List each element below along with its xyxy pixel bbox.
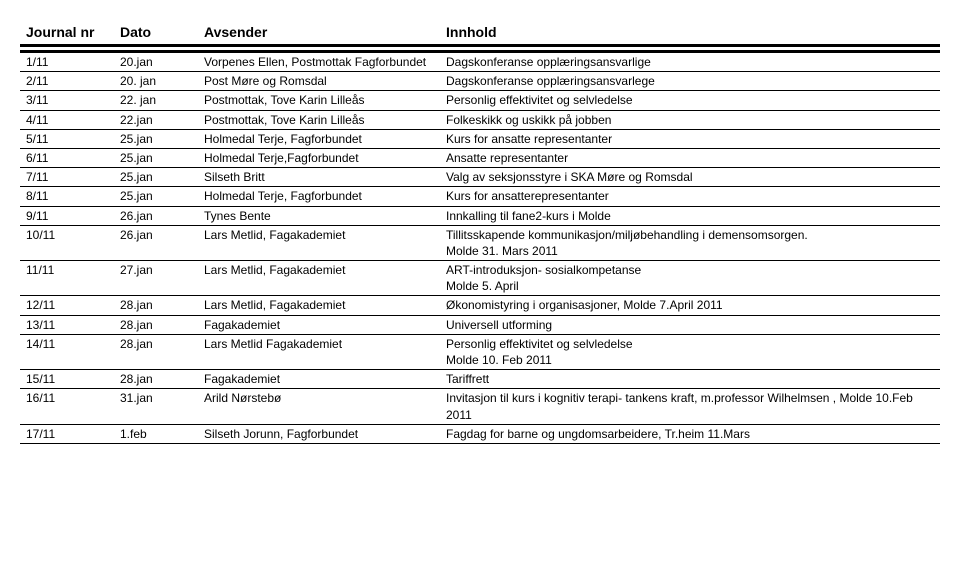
cell-innhold: Fagdag for barne og ungdomsarbeidere, Tr…	[440, 424, 940, 443]
cell-avsender: Holmedal Terje, Fagforbundet	[198, 187, 440, 206]
cell-avsender: Post Møre og Romsdal	[198, 72, 440, 91]
cell-avsender: Arild Nørstebø	[198, 389, 440, 424]
cell-innhold: Personlig effektivitet og selvledelse	[440, 91, 940, 110]
cell-innhold: Innkalling til fane2-kurs i Molde	[440, 206, 940, 225]
cell-innhold: ART-introduksjon- sosialkompetanse Molde…	[440, 261, 940, 296]
cell-journal-nr: 6/11	[20, 148, 114, 167]
cell-avsender: Lars Metlid Fagakademiet	[198, 334, 440, 369]
cell-dato: 27.jan	[114, 261, 198, 296]
cell-avsender: Holmedal Terje, Fagforbundet	[198, 129, 440, 148]
cell-journal-nr: 10/11	[20, 225, 114, 260]
table-row: 10/1126.janLars Metlid, FagakademietTill…	[20, 225, 940, 260]
cell-avsender: Silseth Britt	[198, 168, 440, 187]
table-row: 7/1125.janSilseth BrittValg av seksjonss…	[20, 168, 940, 187]
cell-innhold: Ansatte representanter	[440, 148, 940, 167]
cell-innhold: Dagskonferanse opplæringsansvarlige	[440, 52, 940, 72]
table-row: 2/1120. janPost Møre og RomsdalDagskonfe…	[20, 72, 940, 91]
cell-dato: 25.jan	[114, 168, 198, 187]
table-row: 8/1125.janHolmedal Terje, FagforbundetKu…	[20, 187, 940, 206]
cell-innhold: Kurs for ansatterepresentanter	[440, 187, 940, 206]
cell-dato: 31.jan	[114, 389, 198, 424]
cell-innhold: Tillitsskapende kommunikasjon/miljøbehan…	[440, 225, 940, 260]
table-row: 6/1125.janHolmedal Terje,FagforbundetAns…	[20, 148, 940, 167]
cell-journal-nr: 13/11	[20, 315, 114, 334]
journal-table: Journal nr Dato Avsender Innhold 1/1120.…	[20, 20, 940, 444]
cell-avsender: Lars Metlid, Fagakademiet	[198, 261, 440, 296]
table-row: 4/1122.janPostmottak, Tove Karin Lilleås…	[20, 110, 940, 129]
cell-dato: 22. jan	[114, 91, 198, 110]
cell-journal-nr: 4/11	[20, 110, 114, 129]
cell-dato: 28.jan	[114, 315, 198, 334]
table-body: 1/1120.janVorpenes Ellen, Postmottak Fag…	[20, 52, 940, 444]
cell-avsender: Lars Metlid, Fagakademiet	[198, 296, 440, 315]
cell-avsender: Silseth Jorunn, Fagforbundet	[198, 424, 440, 443]
col-header-journal-nr: Journal nr	[20, 20, 114, 46]
cell-avsender: Holmedal Terje,Fagforbundet	[198, 148, 440, 167]
table-row: 12/1128.janLars Metlid, FagakademietØkon…	[20, 296, 940, 315]
col-header-avsender: Avsender	[198, 20, 440, 46]
cell-innhold: Tariffrett	[440, 370, 940, 389]
cell-avsender: Vorpenes Ellen, Postmottak Fagforbundet	[198, 52, 440, 72]
cell-dato: 20. jan	[114, 72, 198, 91]
table-row: 14/1128.janLars Metlid FagakademietPerso…	[20, 334, 940, 369]
cell-journal-nr: 12/11	[20, 296, 114, 315]
cell-journal-nr: 11/11	[20, 261, 114, 296]
cell-innhold: Folkeskikk og uskikk på jobben	[440, 110, 940, 129]
cell-dato: 28.jan	[114, 296, 198, 315]
cell-journal-nr: 3/11	[20, 91, 114, 110]
cell-dato: 25.jan	[114, 148, 198, 167]
table-row: 16/1131.janArild NørstebøInvitasjon til …	[20, 389, 940, 424]
cell-innhold: Valg av seksjonsstyre i SKA Møre og Roms…	[440, 168, 940, 187]
table-row: 5/1125.janHolmedal Terje, FagforbundetKu…	[20, 129, 940, 148]
table-header: Journal nr Dato Avsender Innhold	[20, 20, 940, 46]
cell-innhold: Universell utforming	[440, 315, 940, 334]
cell-dato: 1.feb	[114, 424, 198, 443]
cell-dato: 25.jan	[114, 187, 198, 206]
cell-journal-nr: 16/11	[20, 389, 114, 424]
cell-journal-nr: 5/11	[20, 129, 114, 148]
cell-journal-nr: 15/11	[20, 370, 114, 389]
cell-journal-nr: 14/11	[20, 334, 114, 369]
table-row: 1/1120.janVorpenes Ellen, Postmottak Fag…	[20, 52, 940, 72]
cell-avsender: Postmottak, Tove Karin Lilleås	[198, 91, 440, 110]
cell-journal-nr: 8/11	[20, 187, 114, 206]
cell-innhold: Dagskonferanse opplæringsansvarlege	[440, 72, 940, 91]
cell-dato: 20.jan	[114, 52, 198, 72]
table-row: 9/1126.janTynes BenteInnkalling til fane…	[20, 206, 940, 225]
cell-innhold: Personlig effektivitet og selvledelse Mo…	[440, 334, 940, 369]
cell-dato: 28.jan	[114, 334, 198, 369]
table-row: 15/1128.janFagakademietTariffrett	[20, 370, 940, 389]
cell-innhold: Økonomistyring i organisasjoner, Molde 7…	[440, 296, 940, 315]
cell-journal-nr: 7/11	[20, 168, 114, 187]
cell-dato: 28.jan	[114, 370, 198, 389]
cell-innhold: Kurs for ansatte representanter	[440, 129, 940, 148]
cell-journal-nr: 9/11	[20, 206, 114, 225]
cell-dato: 26.jan	[114, 206, 198, 225]
cell-dato: 25.jan	[114, 129, 198, 148]
cell-avsender: Postmottak, Tove Karin Lilleås	[198, 110, 440, 129]
table-row: 13/1128.janFagakademietUniversell utform…	[20, 315, 940, 334]
table-row: 17/111.febSilseth Jorunn, FagforbundetFa…	[20, 424, 940, 443]
col-header-innhold: Innhold	[440, 20, 940, 46]
cell-dato: 22.jan	[114, 110, 198, 129]
table-row: 11/1127.janLars Metlid, FagakademietART-…	[20, 261, 940, 296]
col-header-dato: Dato	[114, 20, 198, 46]
cell-journal-nr: 1/11	[20, 52, 114, 72]
cell-avsender: Fagakademiet	[198, 370, 440, 389]
cell-journal-nr: 2/11	[20, 72, 114, 91]
table-row: 3/1122. janPostmottak, Tove Karin Lilleå…	[20, 91, 940, 110]
cell-dato: 26.jan	[114, 225, 198, 260]
cell-avsender: Lars Metlid, Fagakademiet	[198, 225, 440, 260]
cell-innhold: Invitasjon til kurs i kognitiv terapi- t…	[440, 389, 940, 424]
cell-avsender: Fagakademiet	[198, 315, 440, 334]
cell-journal-nr: 17/11	[20, 424, 114, 443]
cell-avsender: Tynes Bente	[198, 206, 440, 225]
